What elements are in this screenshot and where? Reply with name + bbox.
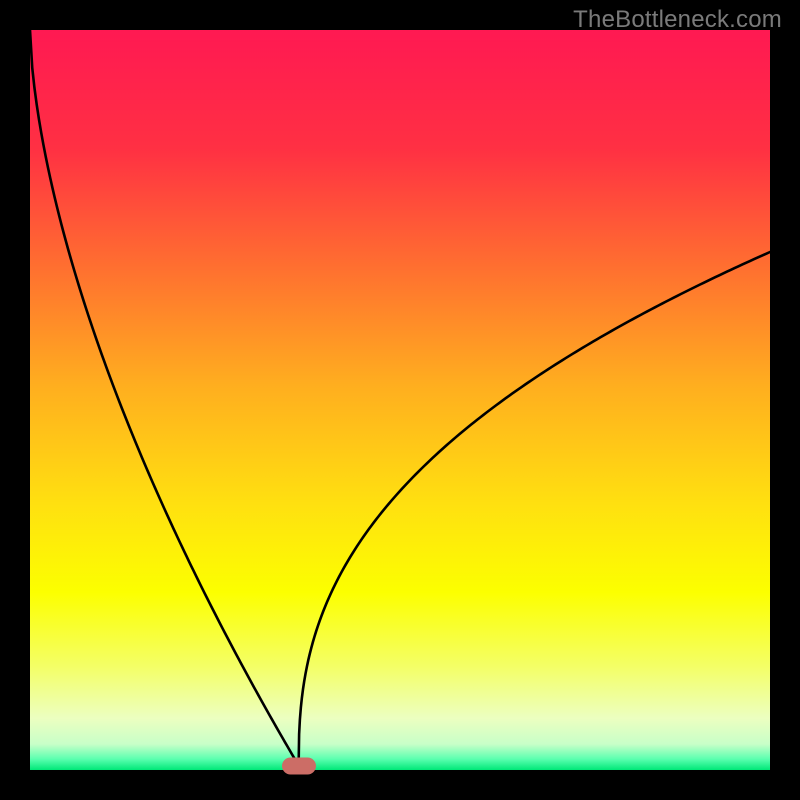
plot-area bbox=[30, 30, 770, 770]
plot-svg bbox=[30, 30, 770, 770]
chart-frame: TheBottleneck.com bbox=[0, 0, 800, 800]
optimal-point-marker bbox=[282, 757, 316, 774]
gradient-background-rect bbox=[30, 30, 770, 770]
